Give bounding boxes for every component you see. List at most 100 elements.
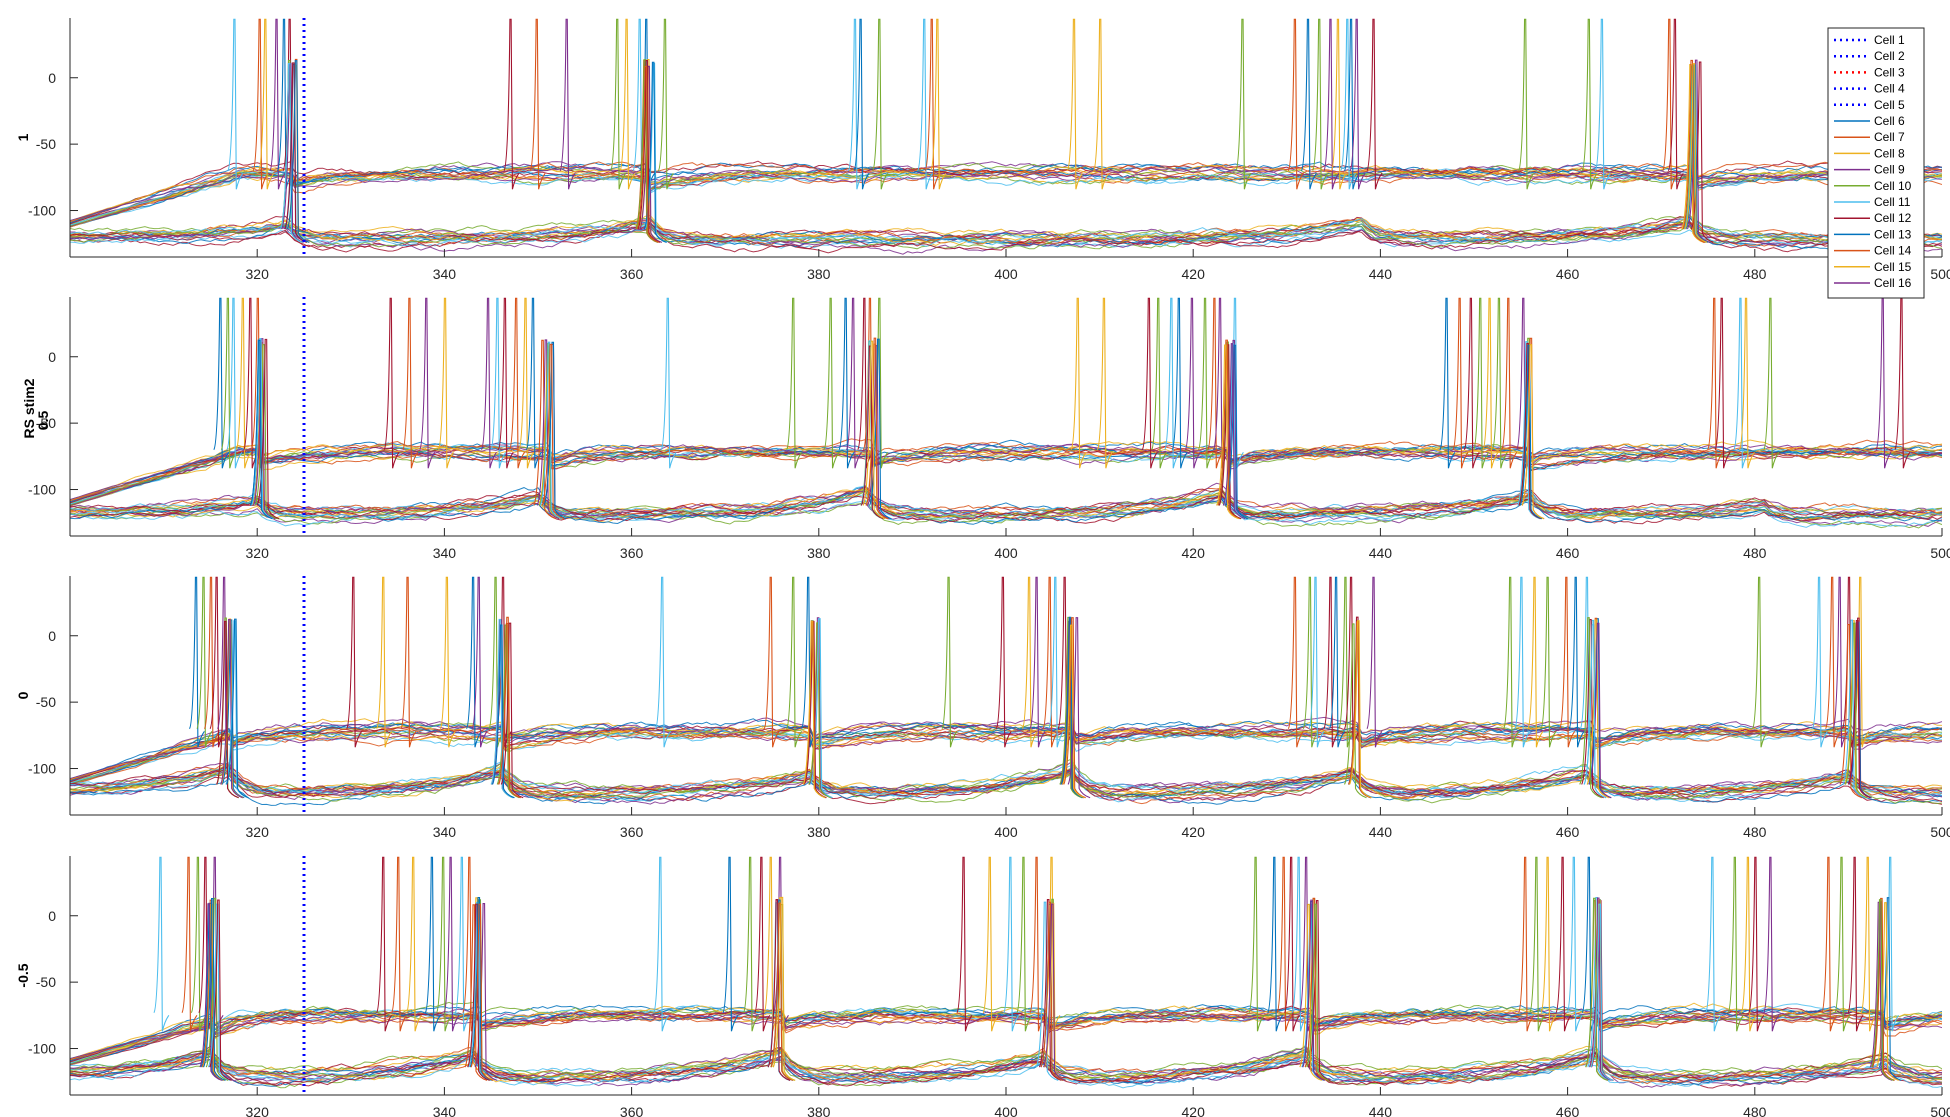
spike-28-panel-1 — [1330, 18, 1347, 190]
spike-27-panel-4 — [1267, 856, 1284, 1032]
spike-36-panel-3 — [1540, 576, 1557, 748]
burst-1-trace-8-panel-1 — [286, 60, 310, 243]
spike-11-panel-4 — [443, 856, 460, 1032]
spike-23-panel-3 — [1048, 576, 1065, 748]
burst-1-trace-8-panel-3 — [226, 618, 249, 799]
x-tick-label-panel-3: 480 — [1743, 824, 1767, 840]
spike-24-panel-1 — [1287, 18, 1304, 190]
panel-4: 0 -50 -100 320 340 360 380 400 420 440 460 480 500 -0… — [15, 856, 1950, 1117]
legend-label-15: Cell 15 — [1874, 260, 1912, 274]
panel-3: 0 -50 -100 320 340 360 380 400 420 440 460 480 500 0 — [15, 576, 1950, 840]
y-tick-label-panel-1: 0 — [48, 70, 56, 86]
burst-4-trace-8-panel-3 — [1067, 617, 1091, 799]
spike-10-panel-1 — [610, 18, 627, 190]
burst-2-trace-8-panel-4 — [470, 903, 494, 1081]
spike-33-panel-2 — [1207, 297, 1224, 469]
x-tick-label-panel-1: 320 — [246, 266, 270, 282]
trace-lower-cell-23-panel-1 — [70, 221, 1942, 254]
trace-lower-cell-18-panel-4 — [70, 1048, 1942, 1085]
spike-42-panel-2 — [1501, 297, 1518, 469]
spike-21-panel-2 — [846, 297, 862, 469]
y-tick-label-panel-2: 0 — [48, 349, 56, 365]
x-tick-label-panel-2: 440 — [1369, 545, 1393, 561]
burst-1-trace-7-panel-2 — [256, 338, 280, 520]
burst-5-trace-7-panel-4 — [1302, 899, 1325, 1081]
spike-25-panel-3 — [1287, 576, 1304, 748]
spike-31-panel-2 — [1184, 297, 1201, 469]
legend-label-12: Cell 12 — [1874, 211, 1912, 225]
legend-label-8: Cell 8 — [1874, 146, 1905, 160]
burst-5-trace-2-panel-2 — [1517, 341, 1540, 520]
burst-2-trace-4-panel-3 — [496, 624, 520, 799]
x-tick-label-panel-4: 460 — [1556, 1104, 1580, 1117]
spike-31-panel-3 — [1343, 576, 1360, 748]
spike-30-panel-1 — [1343, 18, 1360, 190]
panel-2: 0 -50 -100 320 340 360 380 400 420 440 460 480 500 0.… — [28, 297, 1950, 561]
trace-lower-cell-21-panel-2 — [70, 489, 1942, 522]
burst-2-trace-4-panel-1 — [635, 59, 659, 243]
burst-4-trace-4-panel-4 — [1038, 899, 1062, 1081]
trace-lower-cell-21-panel-3 — [70, 772, 1942, 805]
spike-4-panel-1 — [269, 18, 286, 190]
spike-3-panel-1 — [258, 18, 275, 190]
burst-7-trace-4-panel-4 — [1876, 902, 1899, 1081]
x-tick-label-panel-3: 340 — [433, 824, 457, 840]
burst-4-trace-7-panel-3 — [1062, 624, 1085, 799]
spike-20-panel-2 — [838, 297, 855, 469]
spike-42-panel-4 — [1763, 856, 1780, 1032]
spike-20-panel-3 — [1021, 576, 1038, 748]
burst-1-trace-4-panel-1 — [281, 62, 304, 243]
x-tick-label-panel-3: 320 — [246, 824, 270, 840]
x-tick-label-panel-3: 360 — [620, 824, 644, 840]
x-tick-label-panel-4: 360 — [620, 1104, 644, 1117]
burst-4-trace-2-panel-3 — [1059, 616, 1083, 799]
trace-upper-cell-18-panel-1 — [70, 170, 1942, 226]
spike-14-panel-3 — [655, 576, 671, 748]
trace-upper-cell-20-panel-1 — [70, 161, 1942, 224]
spike-17-panel-4 — [754, 856, 771, 1032]
spike-32-panel-3 — [1366, 576, 1383, 748]
spike-41-panel-3 — [1811, 576, 1828, 748]
burst-5-trace-6-panel-2 — [1521, 344, 1545, 520]
legend-label-1: Cell 1 — [1874, 33, 1905, 47]
x-tick-label-panel-2: 360 — [620, 545, 644, 561]
trace-lower-cell-20-panel-1 — [70, 222, 1942, 255]
spike-15-panel-3 — [763, 576, 780, 748]
burst-1-trace-1-panel-4 — [200, 902, 224, 1081]
spike-26-panel-4 — [1248, 856, 1265, 1032]
spike-40-panel-4 — [1740, 856, 1757, 1032]
trace-lower-cell-20-panel-2 — [70, 482, 1942, 518]
burst-2-trace-5-panel-2 — [539, 341, 563, 520]
x-tick-label-panel-2: 420 — [1182, 545, 1206, 561]
trace-lower-cell-19-panel-1 — [70, 215, 1942, 246]
burst-2-trace-6-panel-4 — [467, 903, 490, 1081]
x-tick-label-panel-1: 460 — [1556, 266, 1580, 282]
spike-7-panel-2 — [383, 297, 400, 469]
spike-12-panel-4 — [454, 856, 471, 1032]
burst-3-trace-7-panel-2 — [865, 337, 889, 520]
spike-11-panel-2 — [480, 297, 497, 469]
spike-18-panel-3 — [941, 576, 958, 748]
x-tick-label-panel-4: 400 — [994, 1104, 1018, 1117]
spike-21-panel-1 — [1066, 18, 1083, 190]
burst-1-trace-6-panel-4 — [207, 903, 231, 1081]
burst-2-trace-8-panel-2 — [541, 343, 565, 520]
burst-1-trace-5-panel-4 — [205, 897, 229, 1081]
spike-19-panel-4 — [772, 856, 789, 1032]
spike-13-panel-2 — [497, 297, 514, 469]
burst-7-trace-3-panel-3 — [1839, 624, 1863, 799]
trace-upper-cell-23-panel-3 — [70, 726, 1942, 780]
burst-2-trace-3-panel-2 — [536, 339, 560, 520]
spike-36-panel-2 — [1439, 297, 1456, 469]
burst-4-trace-3-panel-4 — [1035, 901, 1059, 1081]
spike-29-panel-2 — [1164, 297, 1181, 469]
burst-4-trace-6-panel-4 — [1040, 901, 1064, 1081]
legend-label-14: Cell 14 — [1874, 244, 1912, 258]
spike-19-panel-3 — [995, 576, 1012, 748]
legend-label-13: Cell 13 — [1874, 227, 1912, 241]
legend-label-2: Cell 2 — [1874, 49, 1905, 63]
x-tick-label-panel-2: 480 — [1743, 545, 1767, 561]
spike-32-panel-4 — [1518, 856, 1534, 1032]
trace-lower-cell-18-panel-1 — [70, 217, 1942, 246]
spike-3-panel-2 — [226, 297, 243, 469]
